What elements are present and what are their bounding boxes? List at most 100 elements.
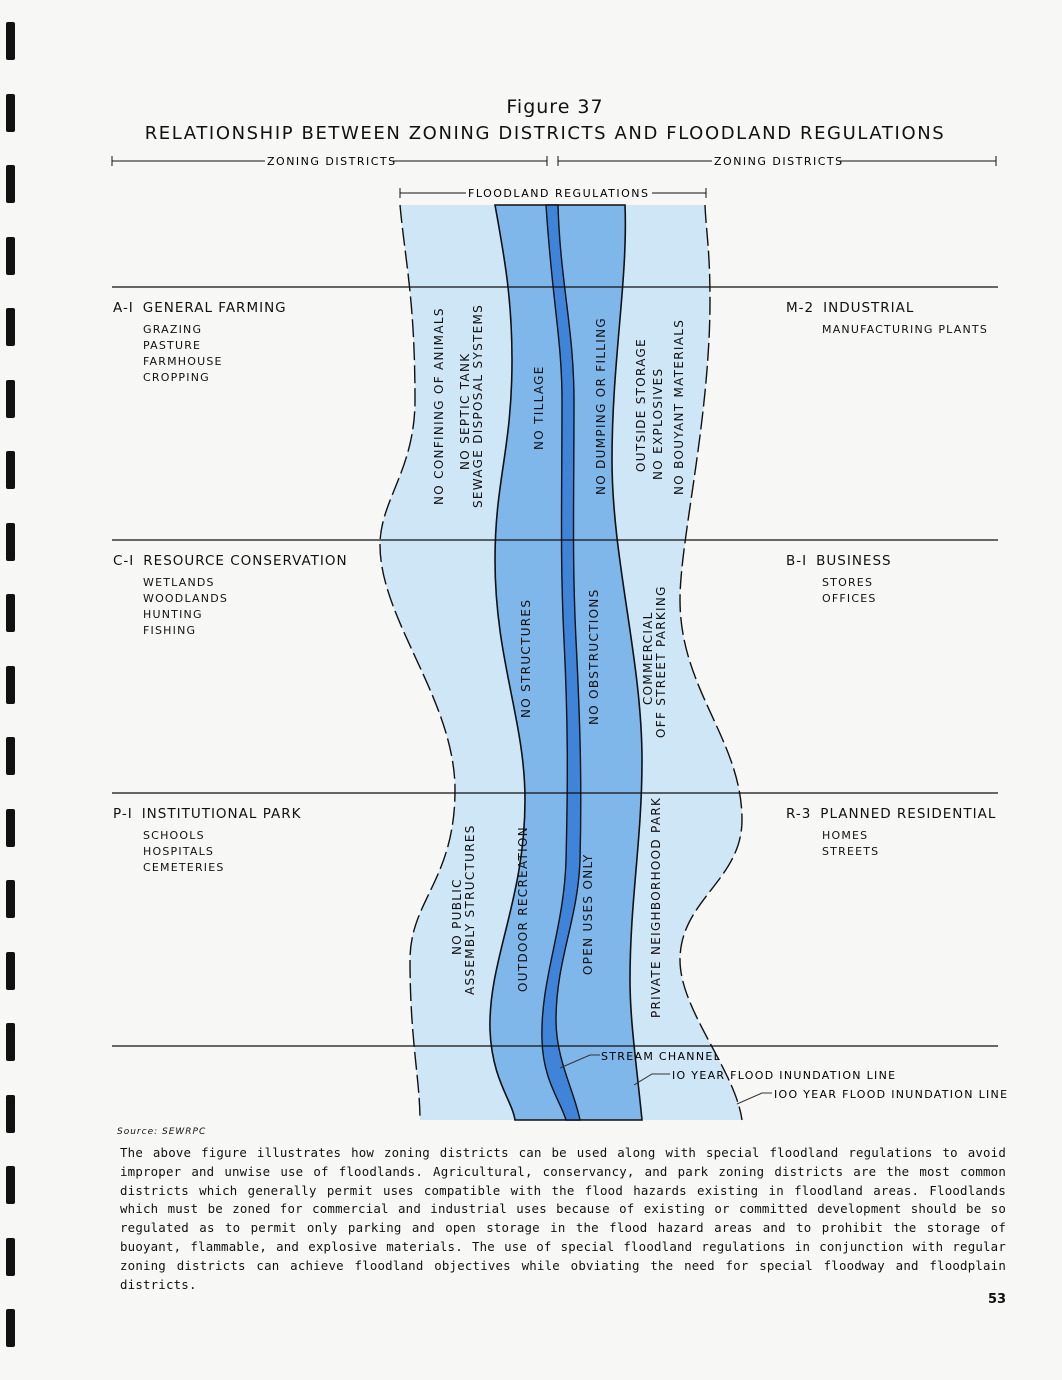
binding-ring	[6, 522, 15, 561]
regulation-label: NO CONFINING OF ANIMALS	[432, 307, 446, 505]
district-use: PASTURE	[143, 339, 202, 352]
binding-ring	[6, 451, 15, 489]
binding-ring	[6, 93, 15, 132]
district-use: WETLANDS	[143, 576, 215, 589]
dimension-lines	[111, 156, 997, 198]
regulation-label: NO BOUYANT MATERIALS	[672, 319, 686, 495]
district-use: OFFICES	[822, 592, 877, 605]
regulation-label: NO STRUCTURES	[519, 599, 533, 718]
regulation-label: SEWAGE DISPOSAL SYSTEMS	[471, 304, 485, 508]
district-c-i: C-I RESOURCE CONSERVATION WETLANDS WOODLAND…	[113, 553, 348, 639]
district-use: STREETS	[822, 845, 880, 858]
figure-number: Figure 37	[506, 96, 604, 118]
district-p-i: P-I INSTITUTIONAL PARK SCHOOLS HOSPITALS CEM…	[113, 806, 301, 876]
regulation-label: NO DUMPING OR FILLING	[594, 317, 608, 495]
district-use: FARMHOUSE	[143, 355, 223, 368]
flood-100yr-line-left	[379, 204, 456, 1121]
district-heading: A-I GENERAL FARMING	[113, 300, 287, 316]
district-use: FISHING	[143, 624, 197, 637]
source-note: Source: SEWRPC	[117, 1127, 207, 1137]
dimension-label-right: ZONING DISTRICTS	[714, 155, 844, 168]
regulation-label: NO EXPLOSIVES	[651, 368, 665, 480]
legend-stream-channel: STREAM CHANNEL	[601, 1050, 721, 1063]
district-m-2: M-2 INDUSTRIAL MANUFACTURING PLANTS	[786, 300, 988, 338]
binding-ring	[6, 808, 15, 847]
dimension-label-center: FLOODLAND REGULATIONS	[468, 187, 650, 200]
regulation-label: OUTDOOR RECREATION	[516, 826, 530, 992]
district-name: INSTITUTIONAL PARK	[141, 806, 302, 822]
district-name: BUSINESS	[816, 553, 892, 569]
district-heading: P-I INSTITUTIONAL PARK	[113, 806, 301, 822]
district-a-i: A-I GENERAL FARMING GRAZING PASTURE FARMHOUS…	[113, 300, 287, 386]
district-r-3: R-3 PLANNED RESIDENTIAL HOMES STREETS	[786, 806, 996, 860]
district-divider-lines	[112, 286, 998, 1047]
district-heading: B-I BUSINESS	[786, 553, 892, 569]
binding-ring	[6, 594, 15, 632]
district-name: RESOURCE CONSERVATION	[143, 553, 348, 569]
regulation-label: PRIVATE NEIGHBORHOOD PARK	[649, 797, 663, 1018]
regulation-label: NO PUBLIC	[450, 878, 464, 955]
floodland-diagram: ZONING DISTRICTS ZONING DISTRICTS FLOODL…	[111, 155, 1008, 1121]
district-use: SCHOOLS	[143, 829, 205, 842]
regulation-label: OFF STREET PARKING	[654, 585, 668, 738]
regulation-label: ASSEMBLY STRUCTURES	[463, 824, 477, 995]
binding-ring	[6, 880, 15, 918]
stream-channel	[541, 204, 582, 1121]
district-code: A-I	[113, 300, 134, 316]
district-use: HOSPITALS	[143, 845, 215, 858]
district-code: P-I	[113, 806, 133, 822]
binding-ring	[6, 379, 15, 418]
regulation-label: NO SEPTIC TANK	[458, 353, 472, 470]
regulation-label: COMMERCIAL	[641, 611, 655, 705]
district-b-i: B-I BUSINESS STORES OFFICES	[786, 553, 892, 607]
district-code: C-I	[113, 553, 135, 569]
binding-ring	[6, 22, 15, 60]
binding-ring	[6, 1237, 15, 1276]
district-use: CEMETERIES	[143, 861, 225, 874]
district-uses: WETLANDS WOODLANDS HUNTING FISHING	[113, 575, 348, 639]
regulation-label: NO OBSTRUCTIONS	[587, 588, 601, 725]
binding-ring	[6, 236, 15, 275]
legend-leaders	[559, 1054, 772, 1105]
binding-ring	[6, 665, 15, 704]
district-heading: M-2 INDUSTRIAL	[786, 300, 988, 316]
district-uses: GRAZING PASTURE FARMHOUSE CROPPING	[113, 322, 287, 386]
district-code: B-I	[786, 553, 808, 569]
flood-100yr-line-right	[679, 204, 743, 1121]
binding-ring	[6, 165, 15, 203]
district-code: M-2	[786, 300, 815, 316]
regulation-label: OPEN USES ONLY	[581, 853, 595, 975]
district-use: HUNTING	[143, 608, 203, 621]
district-uses: SCHOOLS HOSPITALS CEMETERIES	[113, 828, 301, 876]
district-use: WOODLANDS	[143, 592, 229, 605]
district-code: R-3	[786, 806, 812, 822]
district-heading: R-3 PLANNED RESIDENTIAL	[786, 806, 996, 822]
binding-ring	[6, 1166, 15, 1204]
district-uses: STORES OFFICES	[786, 575, 892, 607]
regulation-label: NO TILLAGE	[532, 365, 546, 450]
district-use: HOMES	[822, 829, 869, 842]
binding-ring	[6, 1023, 15, 1061]
district-use: MANUFACTURING PLANTS	[822, 323, 989, 336]
binding-ring	[6, 308, 15, 346]
district-heading: C-I RESOURCE CONSERVATION	[113, 553, 348, 569]
binding-ring	[6, 1309, 15, 1347]
district-name: GENERAL FARMING	[142, 300, 287, 316]
legend-10yr-line: IO YEAR FLOOD INUNDATION LINE	[672, 1069, 896, 1082]
district-use: STORES	[822, 576, 874, 589]
figure-title: RELATIONSHIP BETWEEN ZONING DISTRICTS AN…	[144, 123, 946, 144]
district-use: CROPPING	[143, 371, 210, 384]
regulation-label: OUTSIDE STORAGE	[634, 338, 648, 472]
legend-100yr-line: IOO YEAR FLOOD INUNDATION LINE	[774, 1088, 1008, 1101]
page-number: 53	[988, 1292, 1007, 1307]
binding-ring	[6, 1094, 15, 1133]
district-name: PLANNED RESIDENTIAL	[820, 806, 997, 822]
district-uses: MANUFACTURING PLANTS	[786, 322, 988, 338]
binding-ring	[6, 737, 15, 775]
district-name: INDUSTRIAL	[823, 300, 915, 316]
dimension-label-left: ZONING DISTRICTS	[267, 155, 397, 168]
binding-ring	[6, 951, 15, 990]
body-paragraph: The above figure illustrates how zoning …	[120, 1145, 1006, 1292]
district-use: GRAZING	[143, 323, 203, 336]
